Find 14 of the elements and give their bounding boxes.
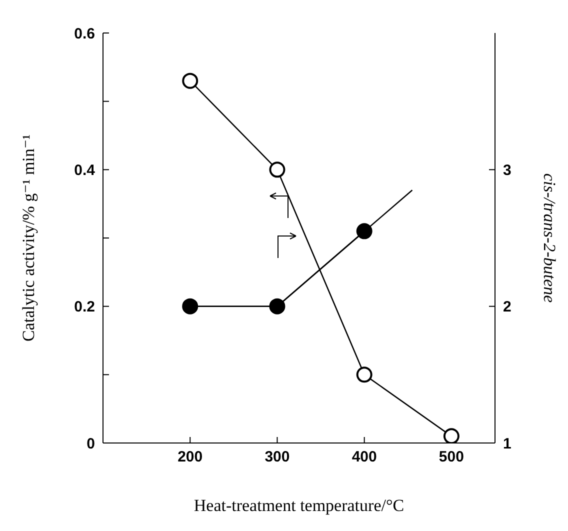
y2-tick-label: 1 <box>503 435 512 452</box>
x-tick-label: 500 <box>438 448 464 466</box>
y-tick-label: 0.2 <box>74 298 95 316</box>
y2-axis-title: cis-/trans-2-butene <box>540 173 559 304</box>
x-tick-label: 200 <box>178 448 203 466</box>
y-tick-label: 0.6 <box>74 25 95 42</box>
x-tick-label: 400 <box>352 448 377 466</box>
y-tick-label: 0.4 <box>74 162 96 179</box>
y-tick-label: 0 <box>86 435 95 452</box>
y2-tick-label: 3 <box>503 162 512 179</box>
y2-tick-label: 2 <box>503 298 512 316</box>
x-tick-label: 300 <box>264 448 290 466</box>
x-axis-title: Heat-treatment temperature/°C <box>194 496 404 515</box>
y-axis-title: Catalytic activity/% g⁻¹ min⁻¹ <box>19 134 38 342</box>
